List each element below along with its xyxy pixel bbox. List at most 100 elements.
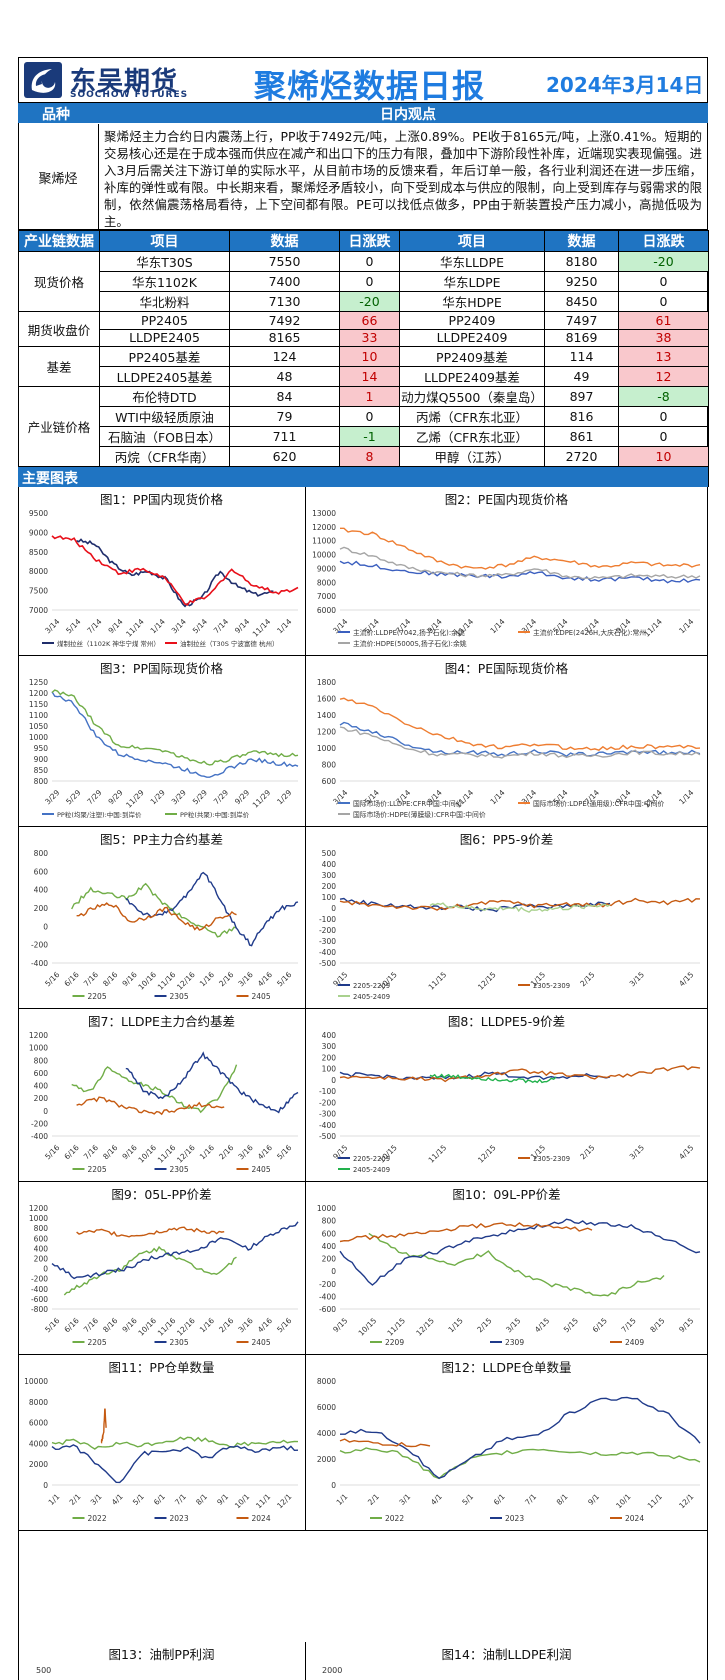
y-tick-label: 0: [331, 1267, 336, 1276]
y-tick-label: 0: [43, 1107, 48, 1116]
y-tick-label: 1200: [29, 1031, 48, 1040]
y-tick-label: 2000: [317, 1455, 336, 1464]
y-tick-label: 2000: [322, 1666, 343, 1675]
y-tick-label: 9000: [317, 564, 336, 573]
y-tick-label: 12000: [312, 523, 336, 532]
table-row: 石脑油（FOB日本） 711 -1 乙烯（CFR东北亚） 861 0: [19, 426, 709, 447]
legend-label: 2305: [170, 1165, 189, 1174]
y-tick-label: -600: [319, 1305, 336, 1314]
y-tick-label: 8000: [317, 1377, 336, 1386]
x-tick-label: 7/1: [173, 1492, 188, 1507]
y-tick-label: 200: [322, 1255, 337, 1264]
x-tick-label: 8/16: [101, 1316, 119, 1334]
legend-label: 煤制拉丝（1102K 神华宁煤 常州）: [57, 639, 160, 648]
table-cell: LLDPE2405: [99, 328, 230, 347]
y-tick-label: -400: [31, 1285, 48, 1294]
table-cell: 124: [229, 346, 340, 367]
x-tick-label: 7/29: [212, 788, 230, 806]
x-tick-label: 8/16: [101, 1143, 119, 1161]
y-tick-label: 200: [34, 1255, 49, 1264]
x-tick-label: 12/16: [175, 1143, 197, 1165]
table-cell: 14: [339, 366, 400, 387]
x-tick-label: 5/14: [191, 617, 209, 635]
table-cell: 华北粉料: [99, 291, 230, 312]
y-tick-label: 400: [322, 1242, 337, 1251]
view-commentary: 聚烯烃主力合约日内震荡上行，PP收于7492元/吨，上涨0.89%。PE收于81…: [104, 129, 702, 229]
chart-title: 图13：油制PP利润: [108, 1647, 215, 1662]
chart-panel-13: 图13：油制PP利润 500: [18, 1642, 306, 1680]
x-tick-label: 11/14: [251, 617, 273, 639]
y-tick-label: -100: [319, 915, 336, 924]
table-cell: 0: [339, 271, 400, 292]
x-tick-label: 7/16: [82, 1316, 100, 1334]
series-line: [125, 1051, 299, 1114]
y-tick-label: -500: [319, 959, 336, 968]
chart-panel-3: 图3：PP国际现货价格 1250 1200 1150 1100 1050 1000 950 90…: [18, 656, 306, 827]
chart-title: 图9：05L-PP价差: [111, 1187, 212, 1202]
table-cell: 0: [339, 251, 400, 272]
table-cell: 华东LLDPE: [399, 251, 545, 272]
y-tick-label: -400: [319, 948, 336, 957]
series-line: [100, 1408, 107, 1444]
y-tick-label: 900: [34, 755, 49, 764]
y-tick-label: 800: [34, 1056, 49, 1065]
y-tick-label: -400: [31, 1132, 48, 1141]
y-tick-label: 11000: [312, 537, 336, 546]
table-group-label: 期货收盘价: [18, 311, 100, 347]
y-tick-label: 400: [34, 1244, 49, 1253]
legend-label: 2205: [88, 1165, 107, 1174]
table-cell: 2720: [544, 446, 619, 467]
report-title: 聚烯烃数据日报: [254, 67, 486, 105]
y-tick-label: 1000: [29, 733, 48, 742]
series-line: [339, 1438, 431, 1448]
x-tick-label: 3/29: [43, 788, 61, 806]
legend-label: 2405: [252, 1165, 271, 1174]
series-line: [339, 1065, 701, 1083]
table-row: 华北粉料 7130 -20 华东HDPE 8450 0: [19, 291, 709, 312]
series-line: [339, 897, 701, 911]
x-tick-label: 1/14: [275, 617, 293, 635]
table-cell: 丙烯（CFR东北亚）: [399, 406, 545, 427]
y-tick-label: 0: [43, 1265, 48, 1274]
legend-label: 2405: [252, 992, 271, 1001]
y-tick-label: 100: [322, 893, 337, 902]
x-tick-label: 11/16: [156, 1143, 178, 1165]
legend-label: 2305-2309: [533, 1155, 570, 1163]
table-cell: PP2405基差: [99, 346, 230, 367]
chart-title: 图12：LLDPE仓单数量: [441, 1360, 572, 1375]
table-cell: 49: [544, 366, 619, 387]
x-tick-label: 10/15: [357, 1316, 379, 1338]
chart-panel-10: 图10：09L-PP价差 1000 800 600 400 200 0 -200 -400 -60…: [306, 1182, 708, 1355]
y-tick-label: 500: [322, 849, 337, 858]
x-tick-label: 3/1: [89, 1492, 104, 1507]
table-header-0: 产业链数据: [18, 230, 100, 252]
x-tick-label: 1/14: [149, 617, 167, 635]
y-tick-label: 9500: [29, 509, 48, 518]
series-line: [339, 1222, 593, 1243]
table-cell: LLDPE2409: [399, 328, 545, 347]
x-tick-label: 2/16: [217, 1143, 235, 1161]
series-line: [51, 1444, 299, 1484]
x-tick-label: 10/1: [614, 1492, 632, 1510]
y-tick-label: 1250: [29, 678, 48, 687]
x-tick-label: 12/16: [175, 1316, 197, 1338]
charts-header-bar: 主要图表: [18, 467, 708, 487]
chart-title: 图5：PP主力合约基差: [99, 832, 224, 847]
table-header-row: 产业链数据 项目 数据 日涨跌 项目 数据 日涨跌: [18, 230, 709, 252]
y-tick-label: -400: [31, 959, 48, 968]
y-tick-label: 400: [34, 886, 49, 895]
x-tick-label: 1/14: [677, 788, 695, 806]
y-tick-label: 0: [331, 1481, 336, 1490]
y-tick-label: -500: [319, 1132, 336, 1141]
logo-chinese-name: 东吴期货: [70, 67, 179, 97]
table-cell: 7130: [229, 291, 340, 312]
y-tick-label: 800: [322, 1217, 337, 1226]
legend-label: 2024: [252, 1514, 271, 1523]
chart-panel-6: 图6：PP5-9价差 500 400 300 200 100 0 -100 -200 -300 -4…: [306, 827, 708, 1009]
x-tick-label: 1/16: [198, 970, 216, 988]
table-row: 产业链价格 布伦特DTD 84 1 动力煤Q5500（秦皇岛） 897 -8: [18, 386, 709, 467]
x-tick-label: 8/15: [648, 1316, 666, 1334]
y-tick-label: 6000: [317, 1403, 336, 1412]
x-tick-label: 12/1: [275, 1492, 293, 1510]
